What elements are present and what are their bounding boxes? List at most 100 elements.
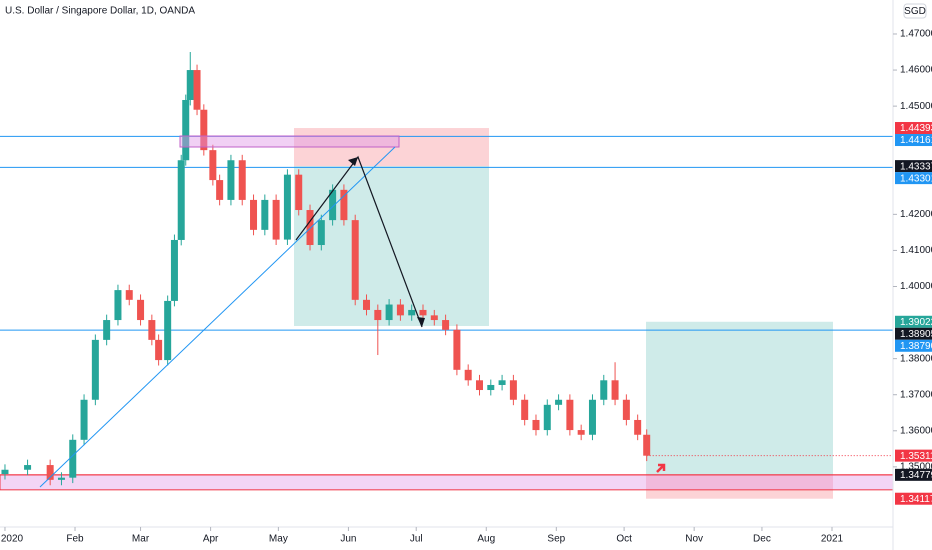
candle-body bbox=[170, 239, 178, 301]
price-label-box bbox=[895, 468, 932, 481]
candle-body bbox=[532, 419, 540, 431]
candle-body bbox=[555, 399, 563, 405]
overlays bbox=[39, 135, 666, 488]
candle-body bbox=[216, 180, 224, 200]
price-label: 1.44393 bbox=[900, 123, 932, 134]
candle-body bbox=[385, 304, 393, 321]
candle-body bbox=[80, 399, 88, 440]
candle-body bbox=[250, 199, 258, 230]
price-label-box bbox=[895, 449, 932, 462]
candle-body bbox=[182, 99, 190, 161]
arrow-head bbox=[417, 317, 425, 327]
candle-body bbox=[329, 189, 337, 221]
x-tick-label: Nov bbox=[685, 534, 703, 545]
candle-body bbox=[114, 290, 122, 321]
y-tick-label: 1.41000 bbox=[900, 245, 932, 256]
candle-body bbox=[351, 220, 359, 300]
candle-body bbox=[396, 304, 404, 316]
arrow-head bbox=[348, 157, 358, 166]
candle-body bbox=[317, 220, 325, 246]
price-label-box bbox=[895, 315, 932, 328]
candle-body bbox=[272, 199, 280, 240]
candle-body bbox=[200, 109, 208, 151]
x-tick-label: 2021 bbox=[821, 534, 844, 545]
x-tick-label: Aug bbox=[477, 534, 495, 545]
y-tick-label: 1.40000 bbox=[900, 281, 932, 292]
candle-body bbox=[125, 290, 133, 300]
price-label: 1.39022 bbox=[900, 317, 932, 328]
candle-body bbox=[521, 399, 529, 420]
candle-body bbox=[238, 160, 246, 200]
x-tick-label: Dec bbox=[753, 534, 771, 545]
candle-body bbox=[475, 380, 483, 391]
x-tick-label: Oct bbox=[616, 534, 632, 545]
resistance-zone bbox=[179, 135, 400, 148]
candle-body bbox=[577, 430, 585, 435]
candle-body bbox=[408, 309, 416, 316]
candle-body bbox=[46, 465, 54, 480]
candle-body bbox=[103, 320, 111, 340]
x-tick-label: May bbox=[269, 534, 288, 545]
y-tick-label: 1.46000 bbox=[900, 65, 932, 76]
price-label: 1.38905 bbox=[900, 329, 932, 340]
candle-body bbox=[227, 160, 235, 200]
candle-body bbox=[164, 300, 172, 361]
candle-body bbox=[643, 434, 651, 456]
candle-body bbox=[509, 380, 517, 400]
price-label: 1.43337 bbox=[900, 161, 932, 172]
price-label-box bbox=[895, 339, 932, 352]
price-label-box bbox=[895, 122, 932, 135]
support-zone bbox=[0, 474, 894, 491]
price-label-box bbox=[895, 492, 932, 505]
x-tick-label: Mar bbox=[132, 534, 150, 545]
candle-body bbox=[430, 315, 438, 321]
drawings bbox=[0, 128, 894, 499]
candle-body bbox=[363, 299, 371, 310]
x-tick-label: 2020 bbox=[1, 534, 24, 545]
candle-body bbox=[295, 174, 303, 211]
candle-body bbox=[155, 339, 163, 361]
candle-body bbox=[177, 160, 185, 240]
signal-arrow bbox=[656, 463, 666, 473]
candle-body bbox=[193, 70, 201, 110]
candle-body bbox=[487, 384, 495, 391]
y-tick-label: 1.45000 bbox=[900, 101, 932, 112]
y-tick-label: 1.38000 bbox=[900, 353, 932, 364]
x-tick-label: Feb bbox=[66, 534, 84, 545]
candle-body bbox=[419, 309, 427, 316]
y-tick-label: 1.47000 bbox=[900, 29, 932, 40]
candle-body bbox=[209, 150, 217, 181]
candle-body bbox=[374, 309, 382, 321]
candle-body bbox=[566, 399, 574, 431]
price-label-box bbox=[895, 327, 932, 340]
y-tick-label: 1.37000 bbox=[900, 389, 932, 400]
x-tick-label: Jul bbox=[410, 534, 423, 545]
candle-body bbox=[57, 477, 65, 480]
candle-body bbox=[91, 339, 99, 400]
candle-body bbox=[283, 174, 291, 240]
price-label: 1.38790 bbox=[900, 341, 932, 352]
candle-body bbox=[442, 320, 450, 330]
long-target-zone bbox=[646, 321, 833, 475]
currency-button[interactable] bbox=[903, 3, 927, 19]
candle-body bbox=[600, 380, 608, 400]
chart-title: U.S. Dollar / Singapore Dollar, 1D, OAND… bbox=[5, 6, 195, 17]
price-label-box bbox=[895, 134, 932, 147]
long-stop-zone bbox=[646, 474, 833, 499]
currency-label[interactable]: SGD bbox=[904, 6, 926, 17]
candle-body bbox=[306, 210, 314, 246]
candle-body bbox=[148, 320, 156, 340]
candle-body bbox=[498, 380, 506, 385]
candle-body bbox=[611, 380, 619, 400]
trend-line bbox=[39, 146, 396, 488]
price-label: 1.35311 bbox=[900, 451, 932, 462]
candle-body bbox=[622, 399, 630, 420]
price-label-box bbox=[895, 160, 932, 173]
y-tick-label: 1.42000 bbox=[900, 209, 932, 220]
candle-body bbox=[453, 329, 461, 370]
candle-body bbox=[1, 469, 9, 475]
candle-body bbox=[24, 465, 32, 470]
